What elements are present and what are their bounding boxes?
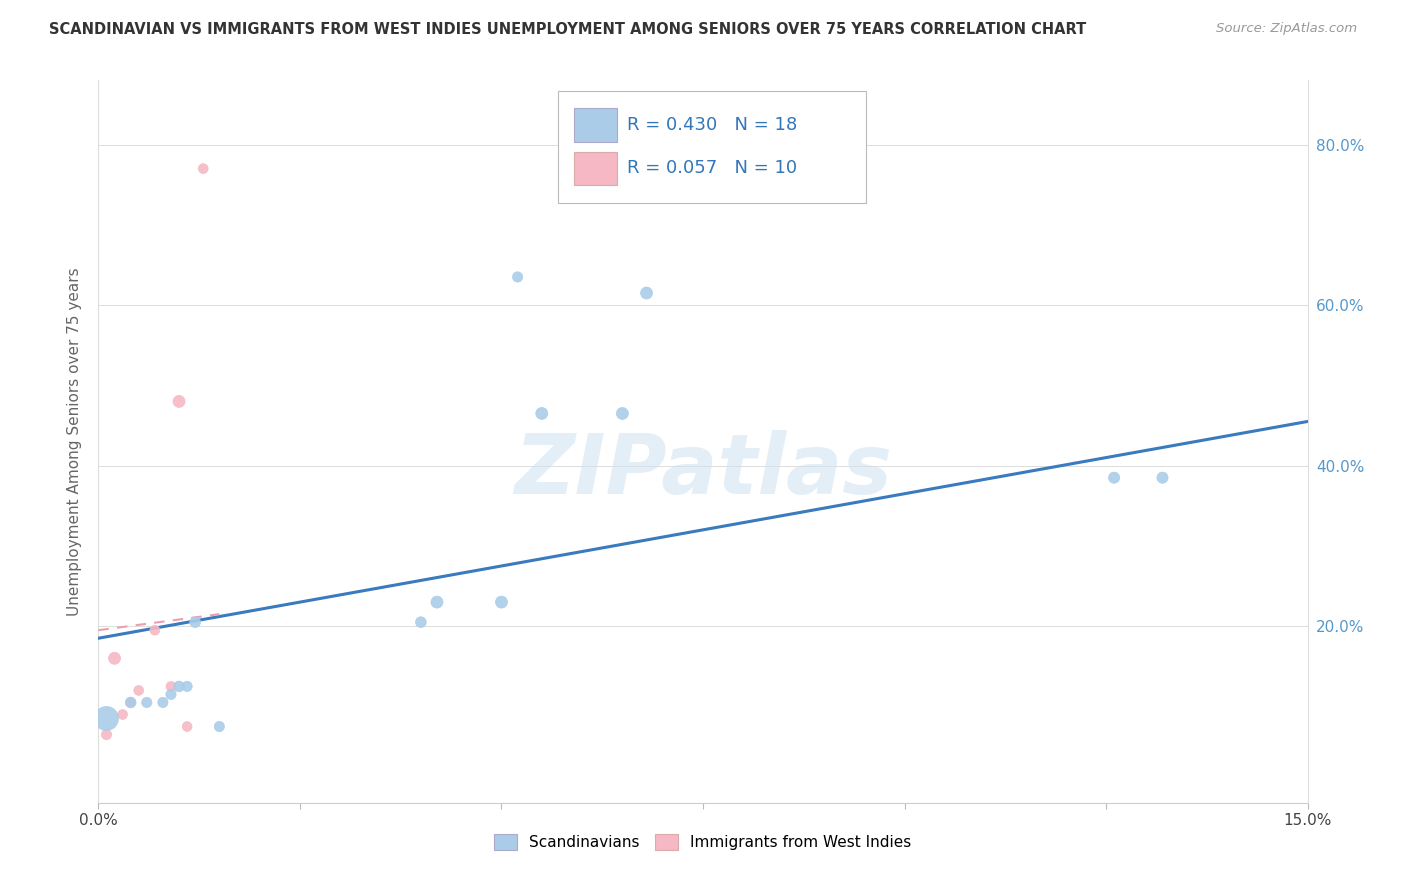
Point xyxy=(160,687,183,701)
FancyBboxPatch shape xyxy=(574,109,617,142)
Point xyxy=(167,680,190,694)
Text: R = 0.057   N = 10: R = 0.057 N = 10 xyxy=(627,160,797,178)
Point xyxy=(208,719,231,733)
Point xyxy=(184,615,207,630)
Point xyxy=(111,707,134,722)
Point xyxy=(120,696,142,710)
Point xyxy=(636,285,658,300)
Point xyxy=(96,712,118,726)
Point xyxy=(160,680,183,694)
Point xyxy=(1152,470,1174,484)
Point xyxy=(530,406,553,420)
Point xyxy=(506,269,529,284)
Point xyxy=(96,728,118,742)
Text: R = 0.430   N = 18: R = 0.430 N = 18 xyxy=(627,116,797,134)
Point xyxy=(176,680,198,694)
Point xyxy=(409,615,432,630)
Point xyxy=(128,683,150,698)
Point xyxy=(612,406,634,420)
Legend: Scandinavians, Immigrants from West Indies: Scandinavians, Immigrants from West Indi… xyxy=(488,829,918,856)
Point xyxy=(143,623,166,637)
Point xyxy=(426,595,449,609)
Point xyxy=(491,595,513,609)
Point xyxy=(152,696,174,710)
FancyBboxPatch shape xyxy=(574,152,617,185)
Text: ZIPatlas: ZIPatlas xyxy=(515,430,891,511)
Y-axis label: Unemployment Among Seniors over 75 years: Unemployment Among Seniors over 75 years xyxy=(67,268,83,615)
Point xyxy=(167,394,190,409)
Text: SCANDINAVIAN VS IMMIGRANTS FROM WEST INDIES UNEMPLOYMENT AMONG SENIORS OVER 75 Y: SCANDINAVIAN VS IMMIGRANTS FROM WEST IND… xyxy=(49,22,1087,37)
Point xyxy=(135,696,157,710)
Point xyxy=(193,161,215,176)
Point xyxy=(176,719,198,733)
Text: Source: ZipAtlas.com: Source: ZipAtlas.com xyxy=(1216,22,1357,36)
FancyBboxPatch shape xyxy=(558,91,866,203)
Point xyxy=(120,696,142,710)
Point xyxy=(1102,470,1125,484)
Point xyxy=(103,651,125,665)
